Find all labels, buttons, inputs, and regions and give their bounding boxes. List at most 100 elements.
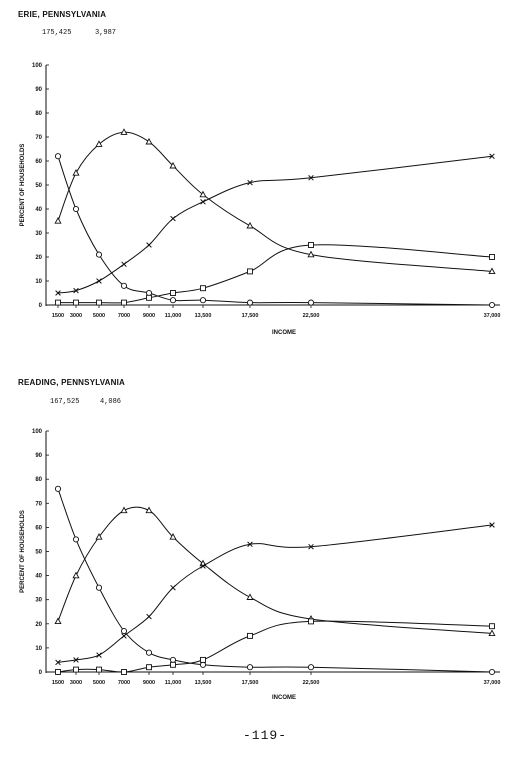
- x-tick-label: 9000: [143, 313, 155, 319]
- subtitle-value-1: 167,525: [50, 398, 80, 406]
- y-tick-label: 0: [39, 670, 43, 676]
- square-marker: [247, 632, 253, 639]
- chart-panel-reading: READING, PENNSYLVANIA 167,525 4,086 0 10 2…: [0, 370, 530, 700]
- x-tick-label: 22,500: [303, 313, 320, 319]
- triangle-marker: [120, 506, 128, 514]
- x-marker: [96, 278, 102, 284]
- circle-marker: [307, 664, 315, 671]
- square-marker: [170, 661, 176, 668]
- triangle-marker: [169, 161, 177, 169]
- x-marker: [489, 522, 495, 528]
- x-marker: [121, 261, 127, 267]
- series-line-triangle: [57, 131, 493, 272]
- triangle-marker: [145, 137, 153, 145]
- square-marker: [121, 669, 127, 675]
- x-marker: [170, 215, 176, 222]
- x-tick-label: 17,500: [242, 680, 259, 686]
- subtitle-value-2: 3,987: [95, 29, 117, 37]
- y-tick-label: 70: [35, 501, 42, 507]
- y-tick-label: 70: [35, 135, 42, 141]
- x-tick-label: 3000: [70, 680, 82, 686]
- chart-panel-erie: ERIE, PENNSYLVANIA 175,425 3,987 0 10 20 30…: [0, 0, 530, 365]
- x-marker-stroke: [200, 563, 206, 569]
- square-marker: [200, 656, 206, 663]
- circle-marker: [95, 251, 103, 258]
- square-marker: [489, 623, 495, 630]
- triangle-marker: [54, 217, 62, 224]
- circle-marker: [246, 664, 254, 671]
- y-tick-label: 20: [35, 622, 42, 628]
- circle-marker: [120, 282, 128, 289]
- subtitle-value-2: 4,086: [100, 398, 122, 406]
- x-tick-label: 13,500: [195, 313, 212, 319]
- triangle-marker: [169, 533, 177, 540]
- triangle-marker: [72, 169, 80, 176]
- circle-marker: [199, 661, 207, 668]
- triangle-marker: [246, 593, 254, 600]
- triangle-marker: [95, 140, 103, 147]
- x-marker: [247, 541, 253, 548]
- x-marker: [146, 613, 152, 620]
- x-tick-label: 17,500: [242, 313, 259, 319]
- circle-marker: [488, 668, 496, 676]
- square-marker: [170, 290, 176, 296]
- x-marker: [247, 179, 253, 186]
- y-tick-label: 10: [35, 646, 42, 652]
- x-marker-stroke: [73, 657, 79, 663]
- circle-marker: [72, 536, 80, 543]
- x-marker-stroke: [146, 242, 152, 248]
- triangle-marker: [488, 629, 496, 637]
- y-tick-label: 30: [35, 231, 42, 237]
- x-marker-stroke: [146, 613, 152, 620]
- x-marker-stroke: [121, 261, 127, 267]
- square-marker: [146, 294, 152, 301]
- x-marker-stroke: [73, 287, 79, 294]
- series-line-circle: [57, 156, 493, 306]
- x-tick-label: 3000: [70, 313, 82, 319]
- circle-marker: [72, 205, 80, 213]
- x-tick-label: 11,000: [165, 680, 182, 686]
- x-marker: [200, 563, 206, 569]
- x-marker-stroke: [170, 215, 176, 222]
- x-tick-label: 1500: [52, 313, 64, 319]
- series-line-square: [58, 244, 493, 304]
- y-tick-label: 40: [35, 574, 42, 580]
- circle-marker: [307, 299, 315, 306]
- x-marker: [170, 584, 176, 591]
- circle-marker: [199, 297, 207, 304]
- x-marker-stroke: [170, 584, 176, 591]
- chart-title: READING, PENNSYLVANIA: [18, 378, 126, 387]
- triangle-marker: [120, 128, 128, 135]
- square-marker: [308, 618, 314, 625]
- x-marker-stroke: [121, 633, 127, 639]
- y-tick-label: 20: [35, 255, 42, 261]
- x-tick-label: 22,500: [303, 680, 320, 686]
- square-marker: [121, 299, 127, 306]
- x-marker: [73, 657, 79, 663]
- x-marker-stroke: [200, 199, 206, 205]
- x-marker-stroke: [96, 278, 102, 284]
- page-number: -119-: [242, 728, 287, 743]
- square-marker: [308, 242, 314, 248]
- x-marker-stroke: [55, 659, 61, 666]
- x-marker-stroke: [247, 541, 253, 548]
- square-marker: [55, 299, 61, 306]
- y-tick-label: 60: [35, 159, 42, 165]
- x-marker: [308, 543, 314, 550]
- circle-marker: [95, 584, 103, 591]
- y-tick-label: 50: [35, 183, 42, 189]
- y-tick-label: 90: [35, 87, 42, 93]
- x-marker-stroke: [308, 543, 314, 550]
- x-axis-label: INCOME: [272, 330, 296, 336]
- series-line-circle: [57, 488, 493, 673]
- circle-marker: [246, 299, 254, 306]
- y-tick-label: 80: [35, 111, 42, 117]
- circle-marker: [488, 301, 496, 309]
- triangle-marker: [246, 221, 254, 229]
- square-marker: [200, 285, 206, 292]
- line-chart-reading: 0 10 20 30 40 50 60 70 80 90 100 1500 3000 5000 7000 90…: [20, 429, 500, 700]
- y-axis-label: PERCENT OF HOUSEHOLDS: [20, 510, 26, 593]
- square-marker: [489, 254, 495, 260]
- square-marker: [146, 664, 152, 671]
- circle-marker: [169, 656, 177, 663]
